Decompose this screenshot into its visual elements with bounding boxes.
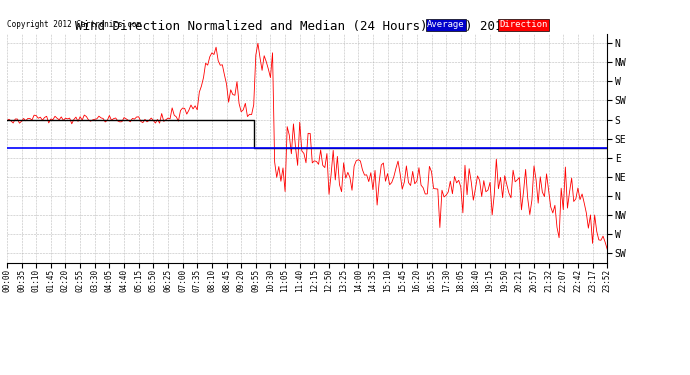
Text: Average: Average <box>427 20 465 29</box>
Text: Direction: Direction <box>499 20 548 29</box>
Title: Wind Direction Normalized and Median (24 Hours) (New) 20121109: Wind Direction Normalized and Median (24… <box>75 20 540 33</box>
Text: Copyright 2012 Cartronics.com: Copyright 2012 Cartronics.com <box>7 20 141 29</box>
